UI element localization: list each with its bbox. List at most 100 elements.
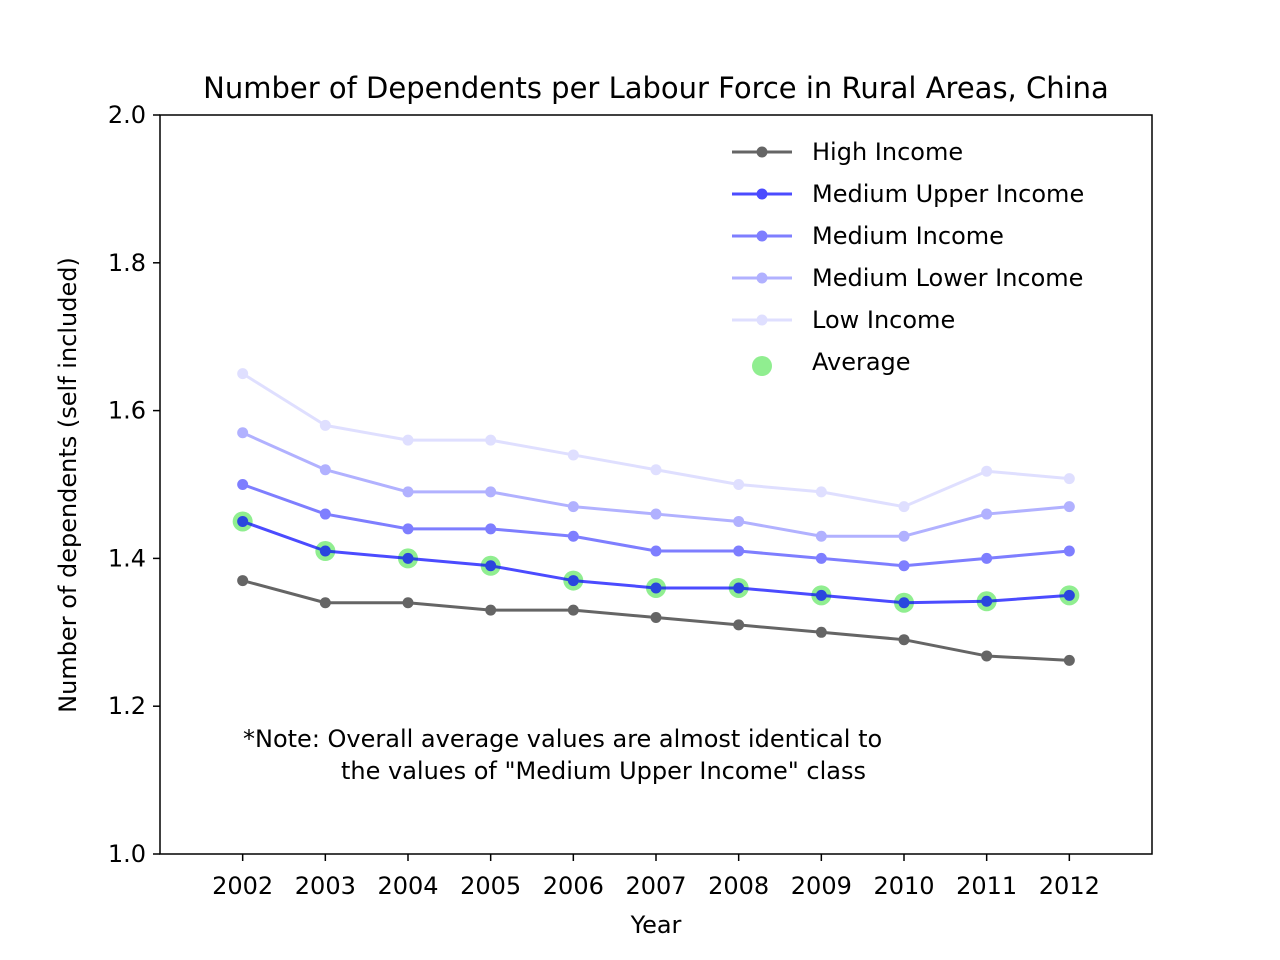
series-point bbox=[319, 545, 331, 557]
series-point bbox=[319, 508, 331, 520]
series-point bbox=[402, 597, 414, 609]
legend-entry: Medium Income bbox=[732, 222, 1004, 250]
series-point bbox=[898, 634, 910, 646]
x-axis: 2002 2003 2004 2005 2006 2007 2008 2009 2010 2011… bbox=[212, 854, 1100, 900]
series-point bbox=[815, 486, 827, 498]
series-line bbox=[242, 431, 1070, 538]
legend-marker bbox=[756, 314, 768, 326]
series-medium-lower-income bbox=[237, 427, 1075, 542]
legend-swatch bbox=[732, 272, 792, 284]
series-point bbox=[319, 419, 331, 431]
series-point bbox=[1063, 654, 1075, 666]
series-point bbox=[733, 545, 745, 557]
series-point bbox=[650, 508, 662, 520]
x-tick-label: 2010 bbox=[873, 872, 934, 900]
legend-swatch bbox=[732, 314, 792, 326]
series-point bbox=[981, 465, 993, 477]
series-point bbox=[981, 508, 993, 520]
legend-marker bbox=[756, 146, 768, 158]
legend-marker bbox=[756, 272, 768, 284]
series-point bbox=[237, 368, 249, 380]
legend: High Income Medium Upper Income Medium Inc… bbox=[732, 138, 1084, 376]
y-tick-label: 1.6 bbox=[108, 397, 146, 425]
series-point bbox=[567, 530, 579, 542]
series-point bbox=[815, 552, 827, 564]
legend-entry: Medium Upper Income bbox=[732, 180, 1084, 208]
x-tick-label: 2009 bbox=[791, 872, 852, 900]
x-tick-label: 2011 bbox=[956, 872, 1017, 900]
legend-marker bbox=[756, 230, 768, 242]
series-point bbox=[567, 604, 579, 616]
legend-swatch bbox=[732, 230, 792, 242]
series-point bbox=[319, 597, 331, 609]
legend-label: Average bbox=[812, 348, 911, 376]
series-point bbox=[981, 650, 993, 662]
y-axis-label: Number of dependents (self included) bbox=[54, 257, 82, 713]
series-point bbox=[237, 575, 249, 587]
note-line-1: *Note: Overall average values are almost… bbox=[243, 725, 882, 753]
series-point bbox=[319, 464, 331, 476]
series-point bbox=[485, 560, 497, 572]
y-tick-label: 1.0 bbox=[108, 840, 146, 868]
x-tick-label: 2004 bbox=[377, 872, 438, 900]
x-tick-label: 2006 bbox=[543, 872, 604, 900]
series-point bbox=[567, 449, 579, 461]
series-point bbox=[733, 582, 745, 594]
legend-marker bbox=[756, 188, 768, 200]
x-tick-label: 2005 bbox=[460, 872, 521, 900]
series-point bbox=[898, 597, 910, 609]
series-point bbox=[815, 626, 827, 638]
x-tick-label: 2003 bbox=[295, 872, 356, 900]
series-point bbox=[650, 582, 662, 594]
legend-marker bbox=[752, 356, 772, 376]
series-point bbox=[567, 501, 579, 513]
legend-label: Medium Lower Income bbox=[812, 264, 1083, 292]
x-axis-label: Year bbox=[630, 911, 682, 939]
legend-label: Low Income bbox=[812, 306, 955, 334]
series-point bbox=[981, 595, 993, 607]
legend-label: High Income bbox=[812, 138, 963, 166]
series-point bbox=[981, 552, 993, 564]
y-tick-label: 1.4 bbox=[108, 544, 146, 572]
series-point bbox=[650, 464, 662, 476]
legend-label: Medium Income bbox=[812, 222, 1004, 250]
chart-title: Number of Dependents per Labour Force in… bbox=[203, 71, 1109, 105]
series-line bbox=[241, 372, 1070, 509]
y-tick-label: 1.2 bbox=[108, 692, 146, 720]
y-tick-label: 2.0 bbox=[108, 101, 146, 129]
y-tick-label: 1.8 bbox=[108, 249, 146, 277]
series-point bbox=[650, 545, 662, 557]
series-point bbox=[237, 479, 249, 490]
series-point bbox=[567, 575, 579, 587]
series-point bbox=[237, 427, 249, 439]
x-tick-label: 2008 bbox=[708, 872, 769, 900]
series-point bbox=[402, 523, 414, 535]
series-high-income bbox=[237, 575, 1075, 666]
series-point bbox=[733, 619, 745, 631]
series-point bbox=[1063, 501, 1075, 513]
note-line-2: the values of "Medium Upper Income" clas… bbox=[341, 757, 866, 785]
series-point bbox=[815, 530, 827, 542]
series-point bbox=[1063, 473, 1075, 485]
legend-entry-average: Average bbox=[752, 348, 911, 376]
legend-swatch bbox=[732, 188, 792, 200]
series-low-income bbox=[237, 368, 1075, 513]
series-point bbox=[815, 589, 827, 601]
x-tick-label: 2012 bbox=[1039, 872, 1100, 900]
series-point bbox=[402, 552, 414, 564]
series-point bbox=[733, 479, 745, 490]
series-point bbox=[237, 515, 249, 527]
series-point bbox=[1063, 589, 1075, 601]
x-tick-label: 2007 bbox=[625, 872, 686, 900]
series-point bbox=[485, 486, 497, 498]
legend-label: Medium Upper Income bbox=[812, 180, 1084, 208]
legend-entry: High Income bbox=[732, 138, 963, 166]
series-point bbox=[733, 515, 745, 527]
series-point bbox=[485, 604, 497, 616]
series-point bbox=[485, 523, 497, 535]
series-point bbox=[402, 434, 414, 446]
series-layer bbox=[232, 368, 1080, 666]
series-point bbox=[898, 530, 910, 542]
series-medium-income bbox=[237, 479, 1075, 572]
